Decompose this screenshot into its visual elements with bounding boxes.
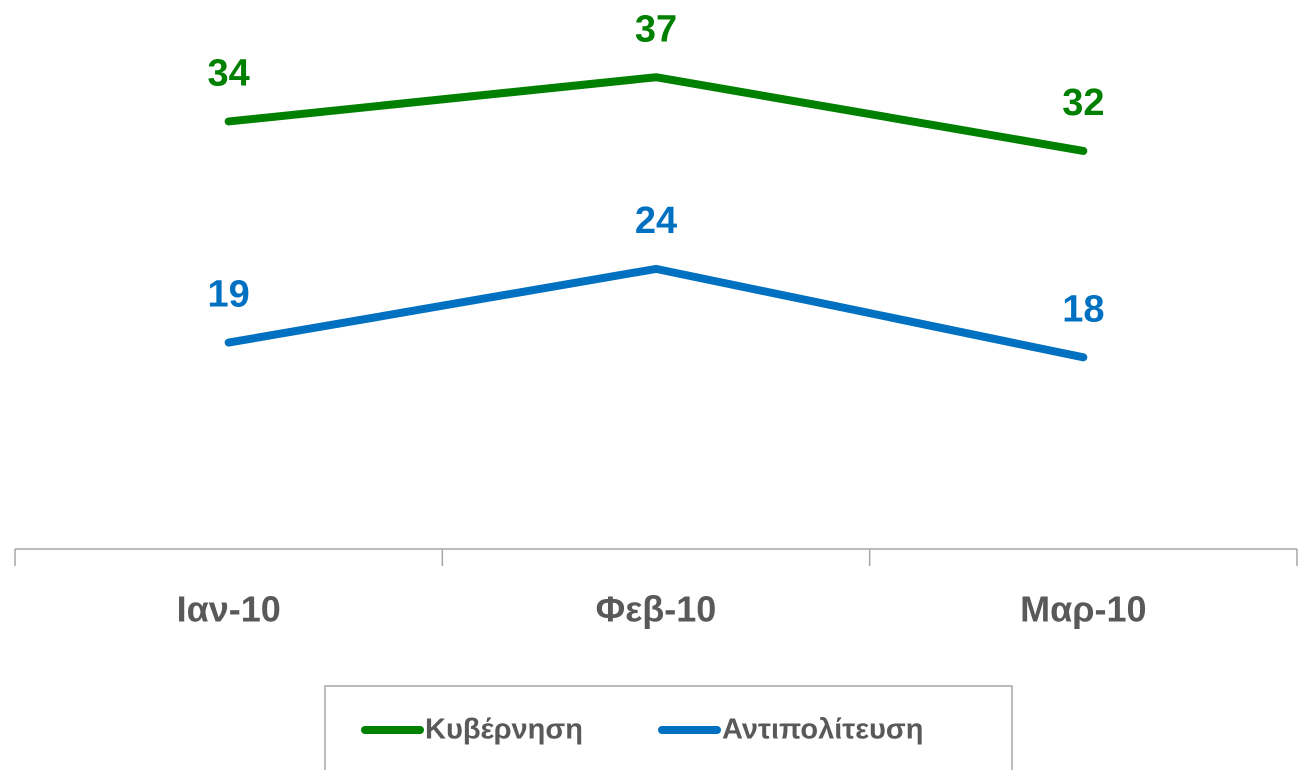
data-label: 24	[635, 200, 677, 242]
data-label: 34	[208, 52, 250, 94]
x-tick-label: Ιαν-10	[177, 589, 281, 630]
x-tick-label: Μαρ-10	[1020, 589, 1146, 630]
data-label: 32	[1062, 82, 1104, 124]
legend-label: Κυβέρνηση	[425, 714, 583, 746]
x-tick-label: Φεβ-10	[596, 589, 717, 630]
legend-label: Αντιπολίτευση	[722, 714, 923, 746]
data-label: 18	[1062, 288, 1104, 330]
data-label: 37	[635, 8, 677, 50]
data-label: 19	[208, 274, 250, 316]
series-line	[224, 73, 1088, 155]
series-line	[224, 264, 1088, 362]
